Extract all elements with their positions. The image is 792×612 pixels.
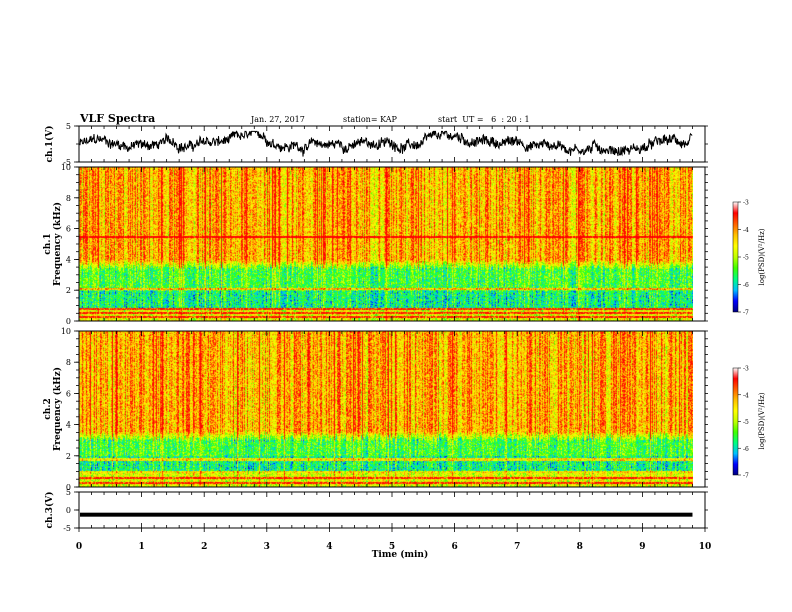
ch1-spectrogram-ytick-label: 10 (61, 163, 71, 172)
ch3-waveform-frame (78, 491, 706, 529)
ch2-colorbar-tick-label: -6 (743, 446, 749, 453)
time-tick-label: 3 (264, 542, 270, 552)
ch1-colorbar-gradient (732, 201, 739, 313)
time-tick-label: 4 (326, 542, 332, 552)
ch3-waveform-ytick-label: 0 (66, 506, 71, 515)
ch1-spectrogram-ticks: 0 2 4 6 8 10 (61, 163, 708, 326)
ch1-spectrogram-ytick-label: 8 (66, 194, 71, 203)
ch1-colorbar-label: log(PSD)(V²/Hz) (758, 228, 766, 285)
ch1-colorbar-tick-label: -4 (743, 227, 749, 234)
ch2-spectrogram-ytick-label: 6 (66, 389, 71, 398)
time-tick-label: 7 (514, 542, 520, 552)
ch2-spectrogram-ytick-label: 10 (61, 327, 71, 336)
ch1-spectrogram-ytick-label: 0 (66, 317, 71, 326)
ch2-colorbar-label: log(PSD)(V²/Hz) (758, 392, 766, 449)
ch2-colorbar-tick-label: -5 (743, 419, 749, 426)
ch2-spectrogram-image (79, 331, 693, 487)
ch1-colorbar-tick-label: -6 (743, 282, 749, 289)
figure-title: VLF Spectra (80, 112, 156, 125)
ch2-spectrogram-ticks: 0 2 4 6 8 10 (61, 327, 708, 492)
time-tick-label: 2 (201, 542, 207, 552)
ch1-waveform-ytick-label: -5 (63, 158, 71, 167)
time-axis-label: Time (min) (372, 549, 429, 560)
ch1-waveform-ticks: 5 -5 (63, 122, 708, 167)
station-label: station= KAP (343, 115, 397, 124)
time-tick-label: 1 (138, 542, 144, 552)
start-time-label: start UT = 6 : 20 : 1 (438, 115, 530, 124)
ch2-colorbar-gradient (732, 367, 739, 476)
ch1-waveform-ytick-label: 5 (66, 122, 71, 131)
ch3-waveform-trace (80, 512, 693, 517)
ch2-spectrogram-ytick-label: 0 (66, 483, 71, 492)
time-tick-label: 6 (451, 542, 457, 552)
ch1-spectrogram-ylabel-top: ch.1 (43, 233, 53, 254)
ch1-colorbar: -3 -4 -5 -6 -7 log(PSD)(V²/Hz) (732, 200, 766, 317)
time-tick-label: 5 (389, 542, 395, 552)
ch2-spectrogram-ylabel-bottom: Frequency (kHz) (52, 367, 63, 451)
ch2-spectrogram-ytick-label: 2 (66, 452, 71, 461)
ch2-colorbar-tick-label: -3 (743, 366, 749, 373)
ch1-waveform-ylabel: ch.1(V) (44, 126, 55, 163)
ch2-spectrogram-ytick-label: 4 (66, 421, 71, 430)
ch2-spectrogram-panel: 0 2 4 6 8 10 (61, 327, 708, 492)
time-axis: 0 1 2 3 4 5 6 7 8 9 10 (76, 528, 711, 552)
ch1-spectrogram-ylabel-bottom: Frequency (kHz) (52, 202, 63, 286)
ch3-waveform-ylabel: ch.3(V) (44, 492, 55, 529)
ch2-spectrogram-ytick-label: 8 (66, 358, 71, 367)
ch1-colorbar-tick-label: -3 (743, 200, 749, 207)
ch1-colorbar-tick-label: -5 (743, 255, 749, 262)
ch1-spectrogram-panel: 0 2 4 6 8 10 (61, 163, 708, 326)
ch1-spectrogram-ytick-label: 4 (66, 255, 71, 264)
ch1-waveform-panel: 5 -5 (63, 122, 708, 167)
ch1-colorbar-tick-label: -7 (743, 310, 749, 317)
observation-date: Jan. 27, 2017 (251, 115, 305, 124)
ch1-colorbar-ticks: -3 -4 -5 -6 -7 (738, 200, 749, 317)
ch1-waveform-trace (79, 130, 693, 157)
ch3-waveform-panel: 5 0 -5 (63, 488, 708, 533)
ch1-spectrogram-ytick-label: 2 (66, 286, 71, 295)
ch2-spectrogram-ylabel-top: ch.2 (43, 398, 53, 419)
ch2-colorbar-tick-label: -4 (743, 392, 749, 399)
time-tick-label: 10 (699, 542, 712, 552)
ch2-colorbar-ticks: -3 -4 -5 -6 -7 (738, 366, 749, 480)
ch1-spectrogram-ytick-label: 6 (66, 225, 71, 234)
ch3-waveform-ytick-label: -5 (63, 524, 71, 533)
ch2-colorbar: -3 -4 -5 -6 -7 log(PSD)(V²/Hz) (732, 366, 766, 480)
time-tick-label: 9 (639, 542, 645, 552)
time-tick-label: 8 (577, 542, 583, 552)
ch3-waveform-ticks: 5 0 -5 (63, 488, 708, 533)
ch3-waveform-ytick-label: 5 (66, 488, 71, 497)
ch1-spectrogram-image (79, 167, 693, 321)
ch2-colorbar-tick-label: -7 (743, 473, 749, 480)
time-tick-label: 0 (76, 542, 82, 552)
